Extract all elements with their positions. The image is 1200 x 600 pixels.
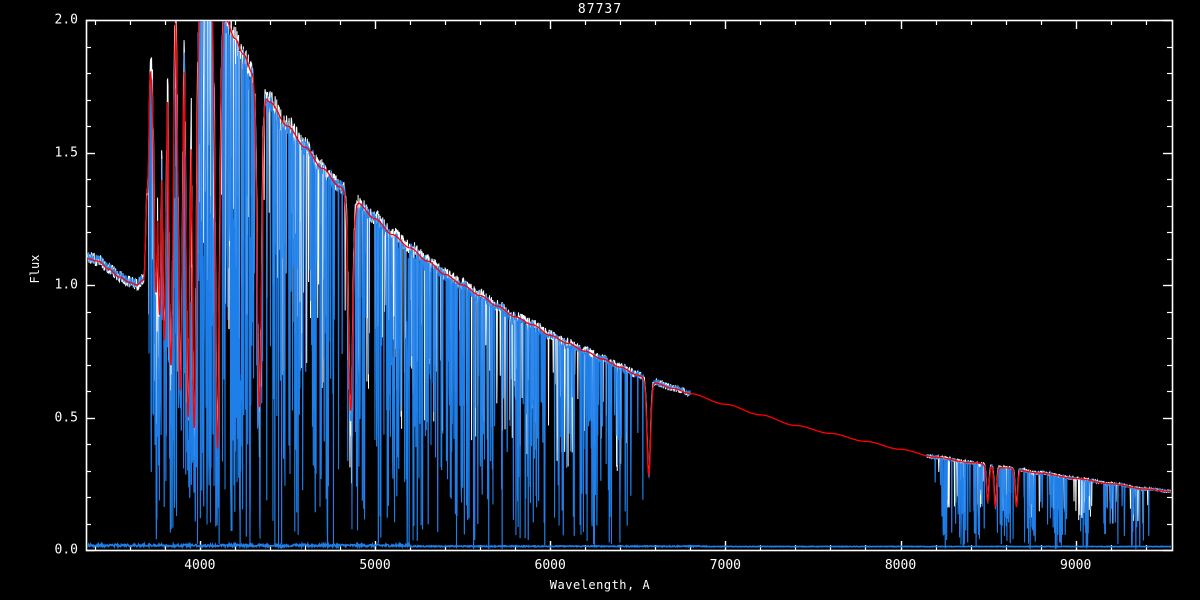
x-tick-label: 9000 xyxy=(1060,558,1092,573)
y-tick-label: 1.0 xyxy=(54,277,78,293)
y-axis-label: Flux xyxy=(28,254,42,284)
x-tick-label: 6000 xyxy=(534,558,566,573)
x-tick-label: 4000 xyxy=(184,558,216,573)
page-title: 87737 xyxy=(577,2,623,17)
y-tick-label: 2.0 xyxy=(54,12,78,28)
x-axis-label: Wavelength, A xyxy=(549,578,651,592)
error-spectrum-line xyxy=(87,541,1171,549)
data-series-group xyxy=(87,21,1171,549)
x-tick-label: 8000 xyxy=(884,558,917,573)
x-tick-label: 5000 xyxy=(359,558,391,573)
y-tick-label: 1.5 xyxy=(54,145,78,160)
x-tick-label: 7000 xyxy=(709,558,741,573)
y-tick-label: 0.5 xyxy=(54,410,78,425)
continuum-fit-line xyxy=(87,21,1171,508)
axes-frame xyxy=(85,19,1174,552)
y-tick-label: 0.0 xyxy=(54,542,78,558)
